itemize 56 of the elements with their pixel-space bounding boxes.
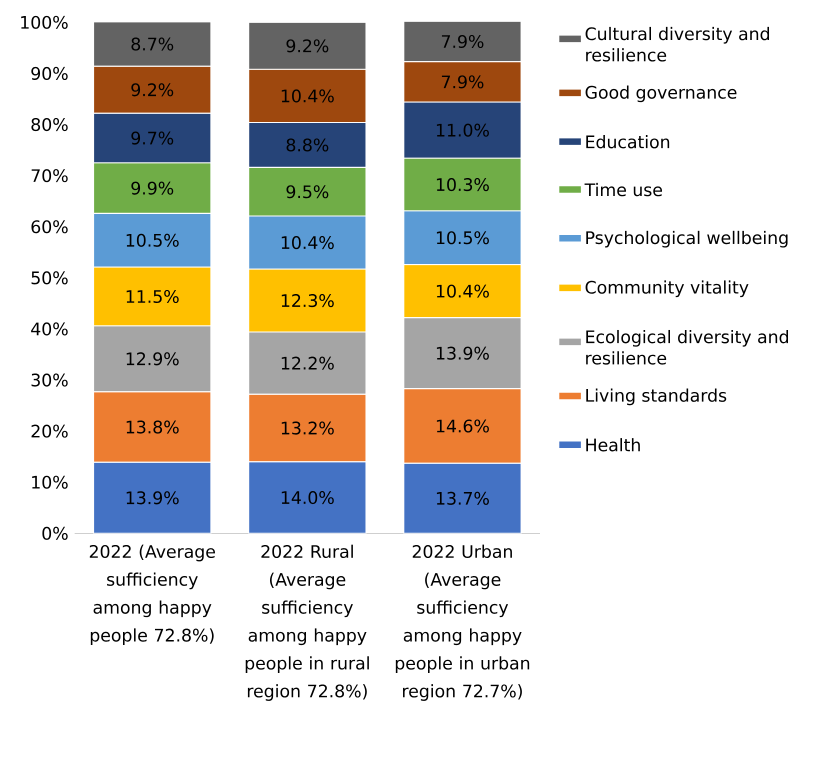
legend-label: Health [586,438,640,452]
legend-label: Time use [584,183,662,196]
y-tick-label: 50% [32,271,68,285]
data-label: 14.6% [436,420,489,433]
bar [403,22,522,62]
y-tick-label: 100% [21,16,68,30]
legend-label: Ecological diversity and resilience [586,330,788,365]
data-label: 10.5% [126,234,179,247]
x-tick-label: 2022 Urban (Average sufficiency among happy people in urban region 72.7%) [396,544,530,702]
y-tick-label: 10% [32,476,68,489]
data-label: 14.0% [282,491,334,504]
legend-label: Community vitality [586,280,748,298]
data-label: 8.7% [131,38,174,51]
legend-label: Cultural diversity and resilience [586,27,770,62]
y-tick-label: 80% [31,118,68,132]
data-label: 12.2% [282,356,334,370]
legend-label: Education [586,135,670,149]
y-tick-label: 30% [32,374,68,387]
data-label: 13.7% [436,492,489,506]
data-label: 9.9% [131,182,174,195]
y-tick-label: 0% [42,526,68,540]
data-label: 9.5% [286,185,328,198]
data-label: 13.9% [126,491,179,505]
bar [248,22,367,70]
y-tick-label: 70% [32,169,68,182]
data-label: 7.9% [442,76,484,89]
data-label: 12.9% [126,352,179,366]
data-label: 10.5% [436,231,489,244]
data-label: 10.3% [436,178,489,192]
data-label: 10.4% [282,236,334,250]
y-tick-label: 90% [31,67,68,80]
legend-label: Living standards [586,388,726,406]
data-label: 11.0% [436,124,489,137]
x-tick-label: 2022 Rural (Average sufficiency among happy people in rural region 72.8%) [246,544,369,702]
data-label: 13.2% [282,422,334,435]
bar [248,461,367,534]
data-label: 12.3% [282,294,334,308]
x-tick-label: 2022 (Average sufficiency among happy people 72.8%) [90,544,215,646]
y-tick-label: 20% [32,424,68,438]
legend-label: Good governance [586,86,736,102]
data-label: 8.8% [286,138,328,152]
data-label: 13.9% [436,346,489,360]
bar [93,22,212,68]
data-label: 9.2% [131,83,174,97]
data-label: 11.5% [126,290,179,304]
data-label: 7.9% [442,35,484,48]
data-label: 10.4% [436,284,489,298]
bar [403,462,522,534]
data-label: 9.2% [286,40,328,53]
bar [93,462,212,534]
data-label: 13.8% [126,420,179,434]
y-tick-label: 40% [31,322,68,336]
legend-label: Psychological wellbeing [586,230,788,248]
data-label: 10.4% [282,90,334,103]
data-label: 9.7% [131,132,174,145]
y-tick-label: 60% [31,220,68,234]
